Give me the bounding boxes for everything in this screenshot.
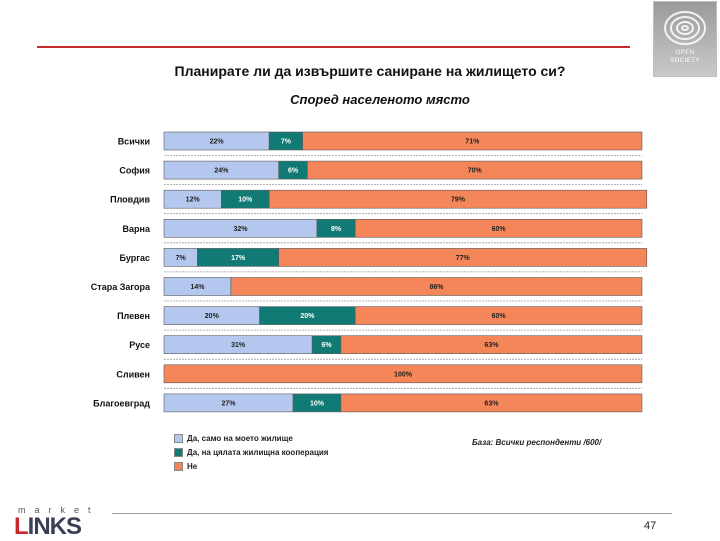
brand-first-letter: L	[14, 513, 29, 540]
legend-swatch	[174, 448, 183, 457]
category-label: Пловдив	[110, 195, 150, 205]
data-label: 32%	[233, 226, 248, 233]
spiral-icon	[664, 11, 706, 45]
category-label: Сливен	[116, 369, 150, 379]
category-label: Русе	[129, 340, 150, 350]
top-rule	[37, 46, 630, 48]
data-label: 14%	[190, 284, 205, 291]
bottom-rule	[112, 513, 672, 514]
data-label: 17%	[231, 255, 246, 262]
data-label: 79%	[451, 197, 466, 204]
logo-text-line1: OPEN	[675, 50, 695, 56]
legend-item: Не	[174, 460, 328, 473]
data-label: 10%	[238, 197, 253, 204]
data-label: 12%	[186, 197, 201, 204]
category-label: Варна	[123, 224, 151, 234]
data-label: 100%	[394, 371, 413, 378]
data-label: 70%	[468, 168, 483, 175]
data-label: 60%	[492, 226, 507, 233]
legend-swatch	[174, 462, 183, 471]
data-label: 27%	[222, 400, 237, 407]
bar-segment	[278, 248, 648, 267]
data-label: 7%	[281, 139, 292, 146]
data-label: 86%	[429, 284, 444, 291]
data-label: 31%	[231, 342, 246, 349]
legend-item: Да, само на моето жилище	[174, 432, 328, 445]
bar-segment	[340, 335, 643, 355]
bar-segment	[307, 160, 643, 180]
bar-segment	[302, 131, 643, 151]
legend-label: Да, на цялата жилищна кооперация	[187, 448, 329, 457]
bar-segment	[354, 306, 643, 325]
category-label: Всички	[118, 137, 150, 147]
category-label: София	[119, 166, 150, 176]
data-label: 77%	[456, 255, 471, 262]
category-label: Благоевград	[93, 398, 150, 408]
brand-rest: INKS	[27, 513, 82, 540]
bar-segment	[268, 189, 648, 209]
data-label: 22%	[210, 139, 225, 146]
chart-title: Планирате ли да извършите саниране на жи…	[174, 63, 566, 79]
bar-segment	[230, 277, 643, 296]
data-label: 7%	[176, 255, 187, 262]
category-label: Стара Загора	[91, 282, 151, 292]
data-label: 10%	[310, 400, 325, 407]
legend-swatch	[174, 434, 183, 443]
data-label: 8%	[331, 226, 342, 233]
data-label: 63%	[484, 400, 499, 407]
data-label: 71%	[465, 139, 480, 146]
open-society-logo: OPEN SOCIETY	[654, 2, 716, 76]
legend-label: Не	[187, 462, 198, 471]
base-note: База: Всички респонденти /600/	[472, 438, 602, 447]
bar-segment	[340, 393, 643, 413]
brand-main-text: LINKS	[14, 513, 82, 541]
page-number: 47	[644, 520, 657, 532]
marketlinks-logo: market LINKS	[14, 505, 114, 540]
logo-text-line2: SOCIETY	[670, 58, 700, 64]
legend: Да, само на моето жилище Да, на цялата ж…	[174, 432, 328, 474]
legend-item: Да, на цялата жилищна кооперация	[174, 446, 328, 459]
data-label: 6%	[321, 342, 332, 349]
bar-segment	[354, 219, 643, 238]
category-label: Плевен	[117, 311, 150, 321]
data-label: 60%	[492, 313, 507, 320]
data-label: 20%	[300, 313, 315, 320]
data-label: 6%	[288, 168, 299, 175]
data-label: 63%	[484, 342, 499, 349]
data-label: 24%	[214, 168, 229, 175]
brand-top-text: market	[18, 505, 100, 515]
chart-subtitle: Според населеното място	[290, 92, 470, 107]
bar-segment	[163, 364, 643, 384]
category-label: Бургас	[120, 253, 151, 263]
data-label: 20%	[205, 313, 220, 320]
legend-label: Да, само на моето жилище	[187, 434, 293, 443]
